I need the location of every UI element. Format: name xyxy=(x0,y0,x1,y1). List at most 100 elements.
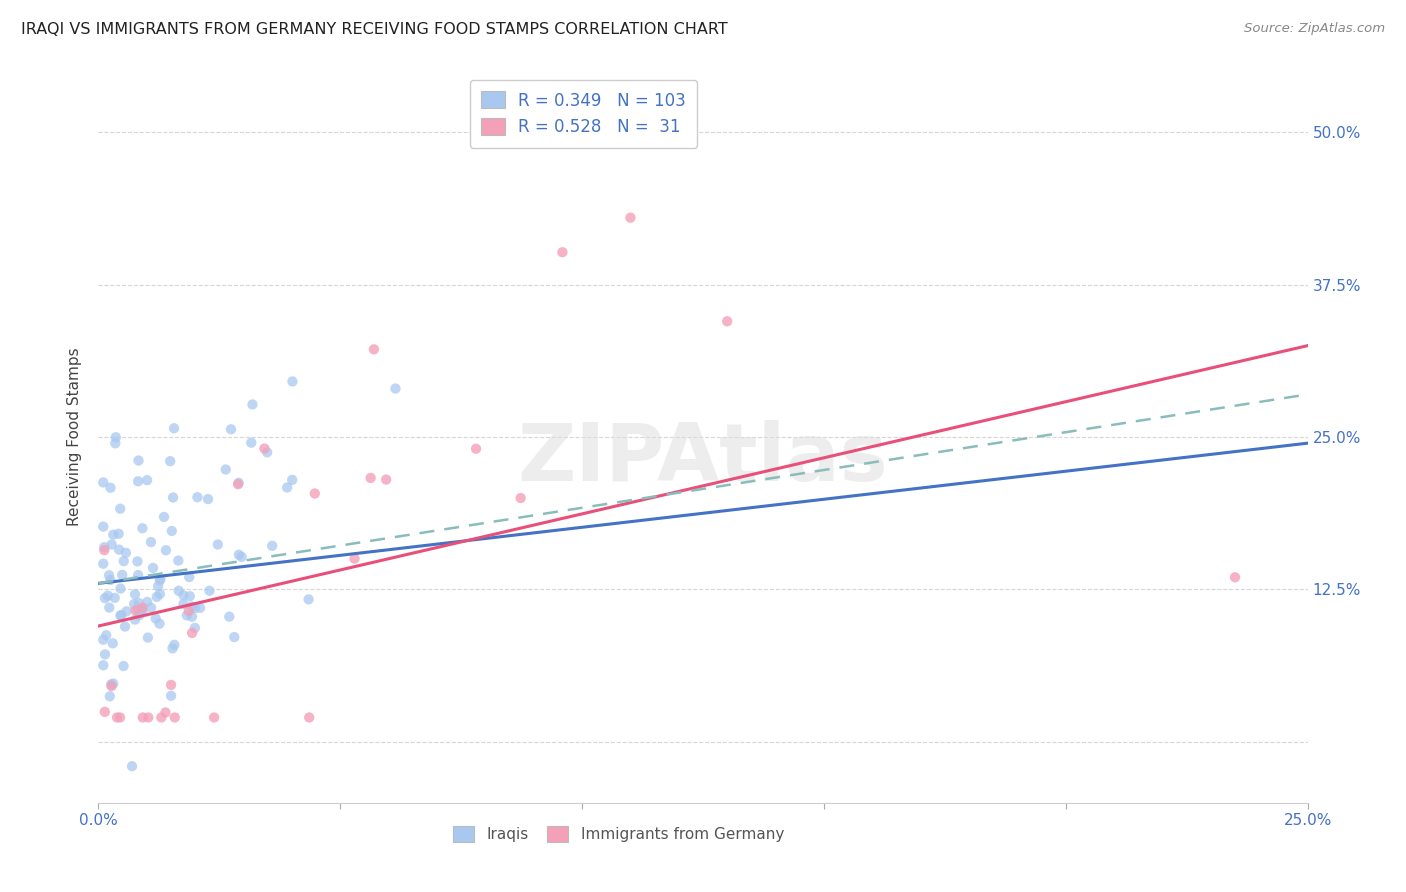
Point xyxy=(128,608,150,623)
Point xyxy=(127,554,149,568)
Point xyxy=(186,490,208,504)
Point xyxy=(104,430,127,444)
Point xyxy=(181,626,204,640)
Point xyxy=(197,492,219,507)
Point xyxy=(127,603,149,617)
Point xyxy=(111,567,134,582)
Point xyxy=(256,445,278,459)
Point xyxy=(384,382,406,396)
Point xyxy=(91,519,114,533)
Point xyxy=(124,613,146,627)
Point xyxy=(281,375,304,389)
Point xyxy=(180,599,202,614)
Point xyxy=(276,481,298,495)
Point xyxy=(219,422,242,436)
Point xyxy=(228,548,250,562)
Point xyxy=(167,553,190,567)
Point xyxy=(115,604,138,618)
Point xyxy=(98,568,121,582)
Point xyxy=(107,526,129,541)
Legend: Iraqis, Immigrants from Germany: Iraqis, Immigrants from Germany xyxy=(446,819,792,850)
Point xyxy=(163,638,186,652)
Point xyxy=(202,710,225,724)
Point xyxy=(131,602,153,616)
Point xyxy=(465,442,488,456)
Point xyxy=(139,535,162,549)
Point xyxy=(127,568,149,582)
Point xyxy=(108,542,131,557)
Point xyxy=(184,621,207,635)
Point xyxy=(91,557,114,571)
Point xyxy=(100,679,122,693)
Point xyxy=(155,543,177,558)
Point xyxy=(228,475,250,490)
Point xyxy=(150,710,173,724)
Point xyxy=(551,245,574,260)
Point xyxy=(145,611,167,625)
Point xyxy=(124,587,146,601)
Text: ZIPAtlas: ZIPAtlas xyxy=(517,420,889,498)
Point xyxy=(160,689,183,703)
Point xyxy=(163,710,186,724)
Point xyxy=(167,583,190,598)
Point xyxy=(253,442,276,456)
Point xyxy=(148,616,170,631)
Point xyxy=(100,677,122,691)
Point xyxy=(162,641,184,656)
Point xyxy=(104,591,127,605)
Point xyxy=(159,454,181,468)
Point xyxy=(132,710,155,724)
Point xyxy=(240,435,263,450)
Point xyxy=(101,636,124,650)
Point xyxy=(131,604,153,618)
Point xyxy=(224,630,246,644)
Point xyxy=(139,600,162,615)
Point xyxy=(91,475,114,490)
Point xyxy=(93,543,115,558)
Point xyxy=(160,524,183,538)
Point xyxy=(91,658,114,673)
Y-axis label: Receiving Food Stamps: Receiving Food Stamps xyxy=(67,348,83,526)
Point xyxy=(93,540,115,554)
Point xyxy=(242,397,264,411)
Point xyxy=(128,453,150,467)
Point xyxy=(172,588,194,602)
Point xyxy=(298,710,321,724)
Point xyxy=(160,678,183,692)
Point xyxy=(121,759,143,773)
Point xyxy=(104,436,127,450)
Point xyxy=(162,491,184,505)
Point xyxy=(188,601,211,615)
Point xyxy=(149,572,172,586)
Point xyxy=(149,574,172,588)
Point xyxy=(112,659,135,673)
Point xyxy=(100,537,122,551)
Point xyxy=(103,527,125,541)
Point xyxy=(127,475,149,489)
Point xyxy=(498,131,520,145)
Point xyxy=(360,471,382,485)
Point xyxy=(131,600,153,615)
Point xyxy=(716,314,738,328)
Point xyxy=(181,609,204,624)
Point xyxy=(179,589,201,603)
Point xyxy=(110,582,132,596)
Point xyxy=(114,619,136,633)
Point xyxy=(226,477,249,491)
Point xyxy=(124,603,146,617)
Point xyxy=(281,473,304,487)
Point xyxy=(110,608,132,623)
Point xyxy=(108,710,131,724)
Point xyxy=(179,570,201,584)
Point xyxy=(94,648,117,662)
Point xyxy=(172,597,194,611)
Text: IRAQI VS IMMIGRANTS FROM GERMANY RECEIVING FOOD STAMPS CORRELATION CHART: IRAQI VS IMMIGRANTS FROM GERMANY RECEIVI… xyxy=(21,22,728,37)
Point xyxy=(103,676,125,690)
Point xyxy=(98,690,121,704)
Point xyxy=(115,546,138,560)
Point xyxy=(218,609,240,624)
Point xyxy=(176,608,198,623)
Point xyxy=(198,583,221,598)
Point xyxy=(149,587,172,601)
Point xyxy=(145,590,167,604)
